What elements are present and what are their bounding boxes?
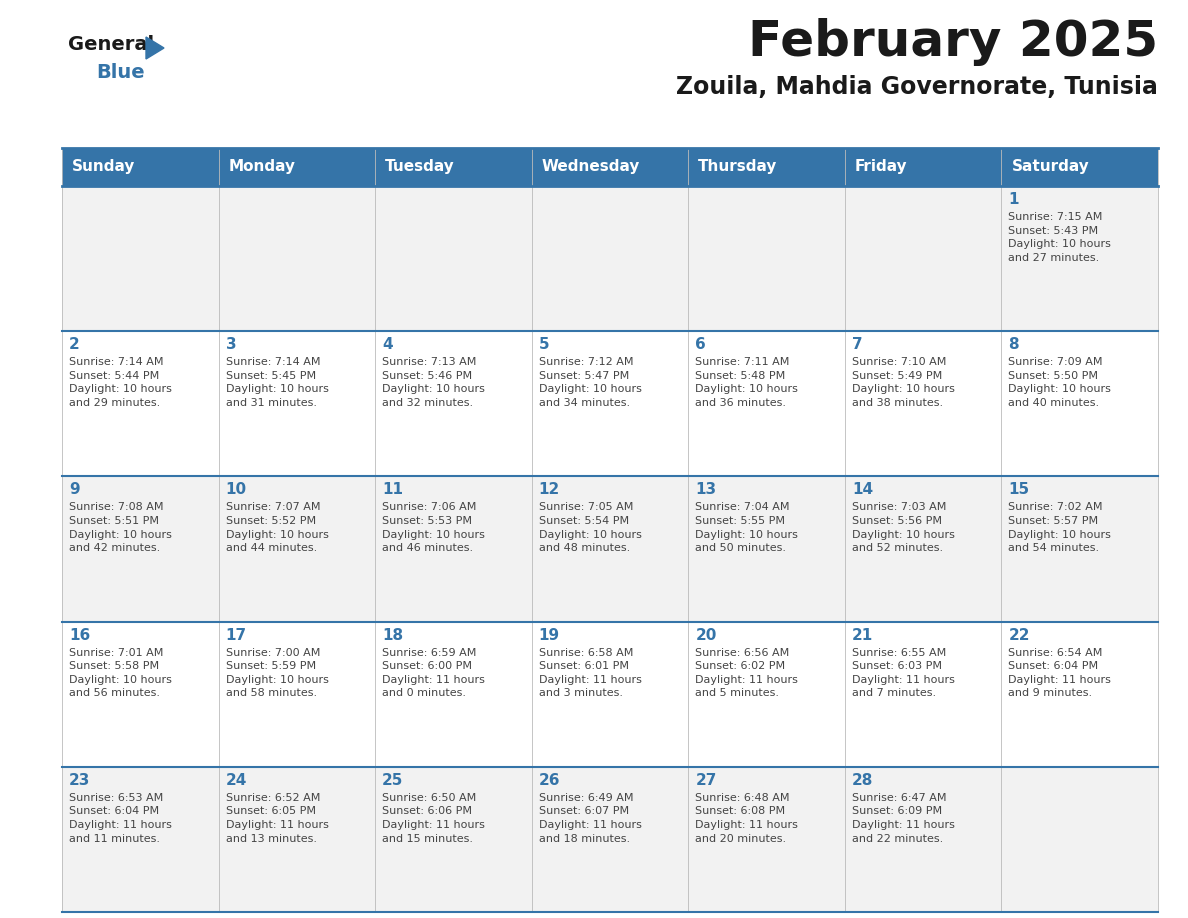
- Text: Sunrise: 7:14 AM
Sunset: 5:45 PM
Daylight: 10 hours
and 31 minutes.: Sunrise: 7:14 AM Sunset: 5:45 PM Dayligh…: [226, 357, 328, 408]
- Text: Wednesday: Wednesday: [542, 160, 640, 174]
- Text: Sunrise: 6:47 AM
Sunset: 6:09 PM
Daylight: 11 hours
and 22 minutes.: Sunrise: 6:47 AM Sunset: 6:09 PM Dayligh…: [852, 793, 955, 844]
- Text: Tuesday: Tuesday: [385, 160, 455, 174]
- Text: 11: 11: [383, 482, 403, 498]
- Text: 6: 6: [695, 337, 706, 353]
- Text: Sunrise: 6:50 AM
Sunset: 6:06 PM
Daylight: 11 hours
and 15 minutes.: Sunrise: 6:50 AM Sunset: 6:06 PM Dayligh…: [383, 793, 485, 844]
- Bar: [62, 767, 1158, 912]
- Bar: [62, 476, 1158, 621]
- Text: 12: 12: [538, 482, 560, 498]
- Text: Sunrise: 7:11 AM
Sunset: 5:48 PM
Daylight: 10 hours
and 36 minutes.: Sunrise: 7:11 AM Sunset: 5:48 PM Dayligh…: [695, 357, 798, 408]
- Text: 23: 23: [69, 773, 90, 788]
- Text: Sunrise: 7:14 AM
Sunset: 5:44 PM
Daylight: 10 hours
and 29 minutes.: Sunrise: 7:14 AM Sunset: 5:44 PM Dayligh…: [69, 357, 172, 408]
- Text: 19: 19: [538, 628, 560, 643]
- Text: Sunrise: 7:04 AM
Sunset: 5:55 PM
Daylight: 10 hours
and 50 minutes.: Sunrise: 7:04 AM Sunset: 5:55 PM Dayligh…: [695, 502, 798, 554]
- Text: Sunday: Sunday: [72, 160, 135, 174]
- Text: Sunrise: 7:12 AM
Sunset: 5:47 PM
Daylight: 10 hours
and 34 minutes.: Sunrise: 7:12 AM Sunset: 5:47 PM Dayligh…: [538, 357, 642, 408]
- Text: 15: 15: [1009, 482, 1030, 498]
- Text: Sunrise: 7:06 AM
Sunset: 5:53 PM
Daylight: 10 hours
and 46 minutes.: Sunrise: 7:06 AM Sunset: 5:53 PM Dayligh…: [383, 502, 485, 554]
- Text: 8: 8: [1009, 337, 1019, 353]
- Text: General: General: [68, 35, 154, 54]
- Text: 20: 20: [695, 628, 716, 643]
- Text: 2: 2: [69, 337, 80, 353]
- Text: 9: 9: [69, 482, 80, 498]
- Polygon shape: [146, 37, 164, 59]
- Text: Sunrise: 6:55 AM
Sunset: 6:03 PM
Daylight: 11 hours
and 7 minutes.: Sunrise: 6:55 AM Sunset: 6:03 PM Dayligh…: [852, 647, 955, 699]
- Text: Sunrise: 6:53 AM
Sunset: 6:04 PM
Daylight: 11 hours
and 11 minutes.: Sunrise: 6:53 AM Sunset: 6:04 PM Dayligh…: [69, 793, 172, 844]
- Text: Monday: Monday: [228, 160, 296, 174]
- Text: 4: 4: [383, 337, 393, 353]
- Text: Zouila, Mahdia Governorate, Tunisia: Zouila, Mahdia Governorate, Tunisia: [676, 75, 1158, 99]
- Text: Saturday: Saturday: [1011, 160, 1089, 174]
- Text: Sunrise: 7:05 AM
Sunset: 5:54 PM
Daylight: 10 hours
and 48 minutes.: Sunrise: 7:05 AM Sunset: 5:54 PM Dayligh…: [538, 502, 642, 554]
- Text: 28: 28: [852, 773, 873, 788]
- Text: Sunrise: 7:01 AM
Sunset: 5:58 PM
Daylight: 10 hours
and 56 minutes.: Sunrise: 7:01 AM Sunset: 5:58 PM Dayligh…: [69, 647, 172, 699]
- Bar: [62, 148, 1158, 186]
- Text: Sunrise: 6:56 AM
Sunset: 6:02 PM
Daylight: 11 hours
and 5 minutes.: Sunrise: 6:56 AM Sunset: 6:02 PM Dayligh…: [695, 647, 798, 699]
- Text: 16: 16: [69, 628, 90, 643]
- Text: Sunrise: 6:59 AM
Sunset: 6:00 PM
Daylight: 11 hours
and 0 minutes.: Sunrise: 6:59 AM Sunset: 6:00 PM Dayligh…: [383, 647, 485, 699]
- Text: Sunrise: 6:48 AM
Sunset: 6:08 PM
Daylight: 11 hours
and 20 minutes.: Sunrise: 6:48 AM Sunset: 6:08 PM Dayligh…: [695, 793, 798, 844]
- Text: 26: 26: [538, 773, 561, 788]
- Bar: [62, 621, 1158, 767]
- Text: 21: 21: [852, 628, 873, 643]
- Text: Sunrise: 7:10 AM
Sunset: 5:49 PM
Daylight: 10 hours
and 38 minutes.: Sunrise: 7:10 AM Sunset: 5:49 PM Dayligh…: [852, 357, 955, 408]
- Bar: [62, 331, 1158, 476]
- Text: 10: 10: [226, 482, 247, 498]
- Text: Sunrise: 6:58 AM
Sunset: 6:01 PM
Daylight: 11 hours
and 3 minutes.: Sunrise: 6:58 AM Sunset: 6:01 PM Dayligh…: [538, 647, 642, 699]
- Text: Blue: Blue: [96, 63, 145, 82]
- Text: Friday: Friday: [855, 160, 908, 174]
- Text: 7: 7: [852, 337, 862, 353]
- Text: Sunrise: 6:49 AM
Sunset: 6:07 PM
Daylight: 11 hours
and 18 minutes.: Sunrise: 6:49 AM Sunset: 6:07 PM Dayligh…: [538, 793, 642, 844]
- Text: Sunrise: 7:07 AM
Sunset: 5:52 PM
Daylight: 10 hours
and 44 minutes.: Sunrise: 7:07 AM Sunset: 5:52 PM Dayligh…: [226, 502, 328, 554]
- Text: Sunrise: 7:13 AM
Sunset: 5:46 PM
Daylight: 10 hours
and 32 minutes.: Sunrise: 7:13 AM Sunset: 5:46 PM Dayligh…: [383, 357, 485, 408]
- Text: 24: 24: [226, 773, 247, 788]
- Text: 17: 17: [226, 628, 247, 643]
- Text: Sunrise: 7:00 AM
Sunset: 5:59 PM
Daylight: 10 hours
and 58 minutes.: Sunrise: 7:00 AM Sunset: 5:59 PM Dayligh…: [226, 647, 328, 699]
- Text: Thursday: Thursday: [699, 160, 778, 174]
- Text: 14: 14: [852, 482, 873, 498]
- Text: 13: 13: [695, 482, 716, 498]
- Text: Sunrise: 7:09 AM
Sunset: 5:50 PM
Daylight: 10 hours
and 40 minutes.: Sunrise: 7:09 AM Sunset: 5:50 PM Dayligh…: [1009, 357, 1111, 408]
- Text: 5: 5: [538, 337, 549, 353]
- Text: Sunrise: 7:15 AM
Sunset: 5:43 PM
Daylight: 10 hours
and 27 minutes.: Sunrise: 7:15 AM Sunset: 5:43 PM Dayligh…: [1009, 212, 1111, 263]
- Text: 1: 1: [1009, 192, 1019, 207]
- Text: 18: 18: [383, 628, 403, 643]
- Text: 25: 25: [383, 773, 404, 788]
- Bar: [62, 186, 1158, 331]
- Text: Sunrise: 6:52 AM
Sunset: 6:05 PM
Daylight: 11 hours
and 13 minutes.: Sunrise: 6:52 AM Sunset: 6:05 PM Dayligh…: [226, 793, 328, 844]
- Text: 22: 22: [1009, 628, 1030, 643]
- Text: Sunrise: 7:02 AM
Sunset: 5:57 PM
Daylight: 10 hours
and 54 minutes.: Sunrise: 7:02 AM Sunset: 5:57 PM Dayligh…: [1009, 502, 1111, 554]
- Text: February 2025: February 2025: [748, 18, 1158, 66]
- Text: Sunrise: 7:08 AM
Sunset: 5:51 PM
Daylight: 10 hours
and 42 minutes.: Sunrise: 7:08 AM Sunset: 5:51 PM Dayligh…: [69, 502, 172, 554]
- Text: 3: 3: [226, 337, 236, 353]
- Text: Sunrise: 6:54 AM
Sunset: 6:04 PM
Daylight: 11 hours
and 9 minutes.: Sunrise: 6:54 AM Sunset: 6:04 PM Dayligh…: [1009, 647, 1111, 699]
- Text: Sunrise: 7:03 AM
Sunset: 5:56 PM
Daylight: 10 hours
and 52 minutes.: Sunrise: 7:03 AM Sunset: 5:56 PM Dayligh…: [852, 502, 955, 554]
- Text: 27: 27: [695, 773, 716, 788]
